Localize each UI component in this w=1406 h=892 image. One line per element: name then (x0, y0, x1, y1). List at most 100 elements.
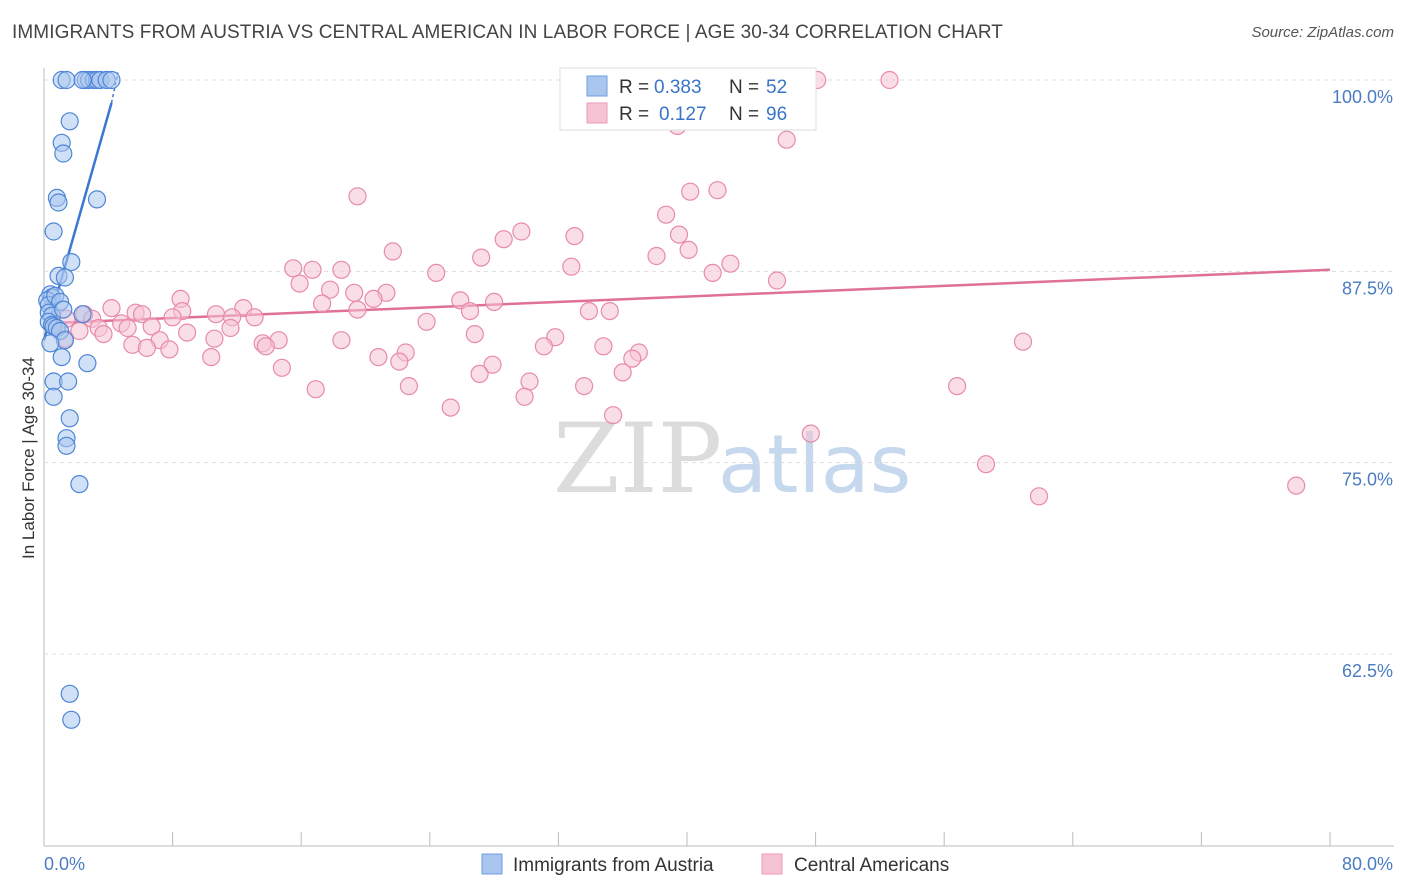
central-americans-point-54 (118, 318, 137, 338)
austria-point-28 (54, 300, 73, 319)
central-americans-point-13 (383, 242, 402, 261)
central-americans-point-31 (313, 294, 332, 313)
central-americans-point-68 (256, 337, 275, 356)
legend-r-label-pink: R = (619, 104, 649, 125)
austria-point-46 (60, 684, 79, 703)
central-americans-point-18 (284, 259, 303, 278)
central-americans-point-6 (681, 182, 700, 201)
watermark-zip: ZIP (553, 403, 722, 515)
central-americans-point-51 (417, 312, 436, 331)
central-americans-point-30 (364, 289, 383, 308)
central-americans-point-90 (441, 398, 460, 417)
central-americans-point-62 (205, 329, 224, 348)
central-americans-point-70 (534, 337, 554, 356)
central-americans-point-2 (880, 70, 899, 90)
central-americans-point-83 (470, 364, 489, 383)
central-americans-point-79 (390, 352, 409, 371)
y-tick-label-1: 75.0% (1342, 470, 1393, 490)
austria-points (38, 70, 121, 729)
austria-point-14 (49, 193, 68, 212)
gridlines (44, 79, 1394, 655)
y-tick-label-0: 62.5% (1342, 661, 1393, 681)
central-americans-point-16 (679, 240, 698, 259)
central-americans-point-4 (777, 130, 796, 149)
x-tick-label-min: 0.0% (44, 854, 85, 874)
austria-point-9 (73, 70, 92, 90)
legend-n-label-blue: N = (729, 77, 759, 98)
austria-point-10 (60, 112, 79, 131)
central-americans-point-59 (465, 325, 484, 344)
series-legend-swatch-central-americans (761, 853, 783, 875)
central-americans-point-22 (562, 257, 581, 276)
central-americans-point-81 (272, 358, 291, 377)
central-americans-point-20 (332, 260, 351, 279)
legend-n-label-pink: N = (729, 104, 759, 125)
central-americans-point-76 (202, 348, 221, 367)
central-americans-point-95 (1287, 476, 1306, 495)
central-americans-point-80 (483, 355, 502, 374)
central-americans-point-44 (206, 305, 226, 324)
austria-point-44 (57, 436, 76, 455)
central-americans-point-23 (703, 263, 722, 282)
austria-point-19 (55, 268, 75, 287)
series-legend-label-austria: Immigrants from Austria (513, 855, 714, 876)
austria-point-16 (44, 222, 63, 241)
central-americans-point-27 (345, 283, 364, 302)
austria-point-12 (54, 144, 73, 163)
austria-point-17 (62, 253, 81, 272)
central-americans-point-69 (137, 338, 156, 357)
y-axis-tick-labels: 62.5% 75.0% 87.5% 100.0% (1332, 87, 1393, 681)
central-americans-point-38 (133, 305, 152, 324)
central-americans-point-10 (494, 230, 513, 249)
austria-point-1 (57, 70, 76, 90)
austria-point-37 (52, 348, 71, 367)
central-americans-point-73 (1013, 332, 1033, 351)
austria-point-36 (41, 334, 60, 353)
central-americans-points (55, 70, 1306, 506)
y-tick-label-2: 87.5% (1342, 278, 1393, 298)
austria-point-8 (102, 70, 121, 90)
central-americans-point-24 (290, 274, 309, 293)
central-americans-point-89 (947, 377, 967, 396)
central-americans-point-32 (485, 292, 504, 311)
central-americans-point-82 (613, 363, 632, 382)
central-americans-point-11 (565, 227, 584, 246)
central-americans-point-17 (721, 254, 740, 273)
central-americans-point-21 (427, 263, 446, 282)
austria-point-40 (58, 372, 78, 391)
legend-r-value-blue: 0.383 (654, 77, 702, 98)
central-americans-point-26 (321, 280, 340, 299)
legend-r-label-blue: R = (619, 77, 649, 98)
central-americans-point-71 (594, 337, 613, 356)
central-americans-point-47 (245, 308, 264, 327)
austria-point-15 (87, 190, 107, 209)
central-americans-point-94 (1029, 487, 1049, 506)
austria-point-34 (73, 305, 92, 324)
central-americans-point-39 (460, 302, 480, 321)
central-americans-point-93 (976, 455, 996, 474)
central-americans-point-8 (656, 205, 676, 224)
central-americans-point-86 (574, 377, 594, 396)
central-americans-point-5 (348, 187, 367, 206)
central-americans-point-45 (163, 308, 182, 327)
central-americans-point-84 (520, 372, 539, 391)
central-americans-point-34 (102, 299, 121, 318)
legend-swatch-pink (586, 102, 608, 124)
legend-n-value-blue: 52 (766, 77, 787, 98)
central-americans-point-25 (767, 271, 787, 290)
central-americans-point-9 (512, 222, 531, 241)
chart-title: IMMIGRANTS FROM AUSTRIA VS CENTRAL AMERI… (12, 22, 1004, 43)
central-americans-point-12 (669, 225, 689, 244)
central-americans-point-91 (603, 406, 623, 425)
central-americans-point-85 (399, 377, 418, 396)
central-americans-point-58 (94, 325, 113, 344)
austria-point-47 (62, 710, 81, 729)
x-axis-ticks (43, 832, 1331, 846)
central-americans-point-41 (600, 302, 619, 321)
central-americans-point-42 (348, 300, 367, 319)
legend-r-value-pink: 0.127 (659, 104, 707, 125)
central-americans-point-7 (708, 181, 727, 200)
central-americans-point-14 (472, 248, 491, 267)
central-americans-point-15 (647, 246, 666, 266)
